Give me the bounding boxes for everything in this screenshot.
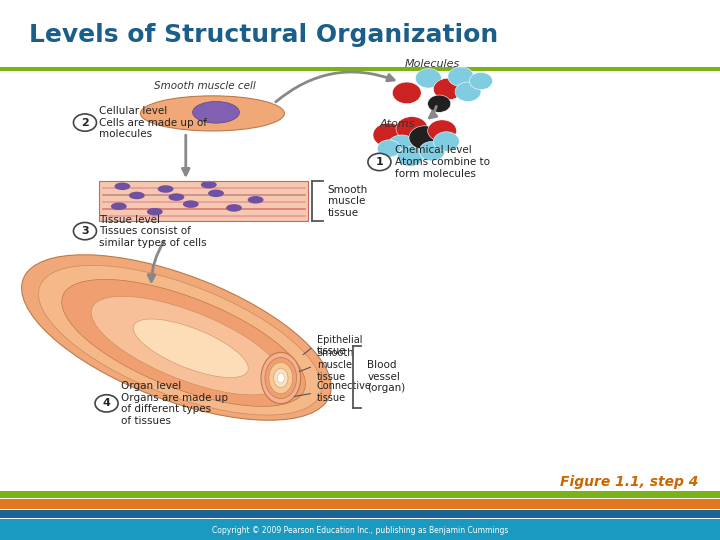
Ellipse shape [201, 181, 217, 188]
FancyArrowPatch shape [182, 135, 189, 175]
Bar [99, 181, 308, 221]
Ellipse shape [274, 368, 288, 388]
Ellipse shape [133, 319, 248, 377]
Circle shape [428, 120, 456, 141]
Text: Smooth
muscle
tissue: Smooth muscle tissue [317, 348, 354, 382]
Text: Molecules: Molecules [405, 58, 459, 69]
Text: 4: 4 [103, 399, 110, 408]
Circle shape [448, 67, 474, 86]
Ellipse shape [183, 200, 199, 208]
Circle shape [397, 147, 423, 166]
FancyArrowPatch shape [429, 106, 437, 118]
Circle shape [415, 69, 441, 88]
Ellipse shape [62, 279, 305, 407]
Circle shape [368, 153, 391, 171]
Text: Smooth muscle cell: Smooth muscle cell [154, 80, 256, 91]
Ellipse shape [248, 196, 264, 204]
Bar [0, 67, 720, 71]
Text: Cellular level
Cells are made up of
molecules: Cellular level Cells are made up of mole… [99, 106, 207, 139]
Text: Blood
vessel
(organ): Blood vessel (organ) [367, 360, 405, 393]
Text: Epithelial
tissue: Epithelial tissue [317, 335, 362, 356]
Ellipse shape [277, 373, 284, 383]
FancyArrowPatch shape [148, 241, 164, 281]
Bar [0, 499, 720, 509]
Ellipse shape [261, 352, 301, 404]
Text: Levels of Structural Organization: Levels of Structural Organization [29, 23, 498, 47]
Bar [0, 510, 720, 518]
Circle shape [396, 117, 428, 140]
Ellipse shape [168, 193, 184, 201]
FancyArrowPatch shape [276, 72, 394, 102]
Ellipse shape [158, 185, 174, 193]
Ellipse shape [111, 202, 127, 210]
Ellipse shape [208, 190, 224, 197]
Text: 2: 2 [81, 118, 89, 127]
Text: Organ level
Organs are made up
of different types
of tissues: Organ level Organs are made up of differ… [121, 381, 228, 426]
Text: Smooth
muscle
tissue: Smooth muscle tissue [328, 185, 368, 218]
Ellipse shape [269, 362, 292, 394]
Circle shape [419, 141, 445, 161]
Ellipse shape [140, 96, 284, 131]
Circle shape [387, 135, 416, 157]
Circle shape [428, 95, 451, 112]
Text: Copyright © 2009 Pearson Education Inc., publishing as Benjamin Cummings: Copyright © 2009 Pearson Education Inc.,… [212, 526, 508, 535]
Circle shape [377, 140, 400, 157]
Text: 1: 1 [376, 157, 383, 167]
Ellipse shape [265, 357, 297, 399]
Ellipse shape [22, 255, 331, 420]
Text: Tissue level
Tissues consist of
similar types of cells: Tissue level Tissues consist of similar … [99, 214, 207, 248]
Ellipse shape [129, 192, 145, 199]
Circle shape [433, 78, 462, 100]
Bar [99, 181, 308, 221]
Text: Atoms: Atoms [379, 119, 415, 129]
Circle shape [95, 395, 118, 412]
Text: Figure 1.1, step 4: Figure 1.1, step 4 [560, 475, 698, 489]
Circle shape [433, 132, 459, 151]
Ellipse shape [38, 265, 322, 415]
Bar [0, 519, 720, 540]
Circle shape [455, 82, 481, 102]
Circle shape [469, 72, 492, 90]
Circle shape [409, 126, 441, 150]
Ellipse shape [193, 102, 239, 123]
Circle shape [392, 82, 421, 104]
Ellipse shape [147, 208, 163, 215]
Ellipse shape [226, 204, 242, 212]
Text: Chemical level
Atoms combine to
form molecules: Chemical level Atoms combine to form mol… [395, 145, 490, 179]
Bar [0, 491, 720, 498]
Circle shape [73, 114, 96, 131]
Text: 3: 3 [81, 226, 89, 236]
Circle shape [373, 123, 405, 147]
Ellipse shape [114, 183, 130, 190]
Circle shape [73, 222, 96, 240]
Ellipse shape [91, 296, 283, 395]
Text: Connective
tissue: Connective tissue [317, 381, 372, 403]
